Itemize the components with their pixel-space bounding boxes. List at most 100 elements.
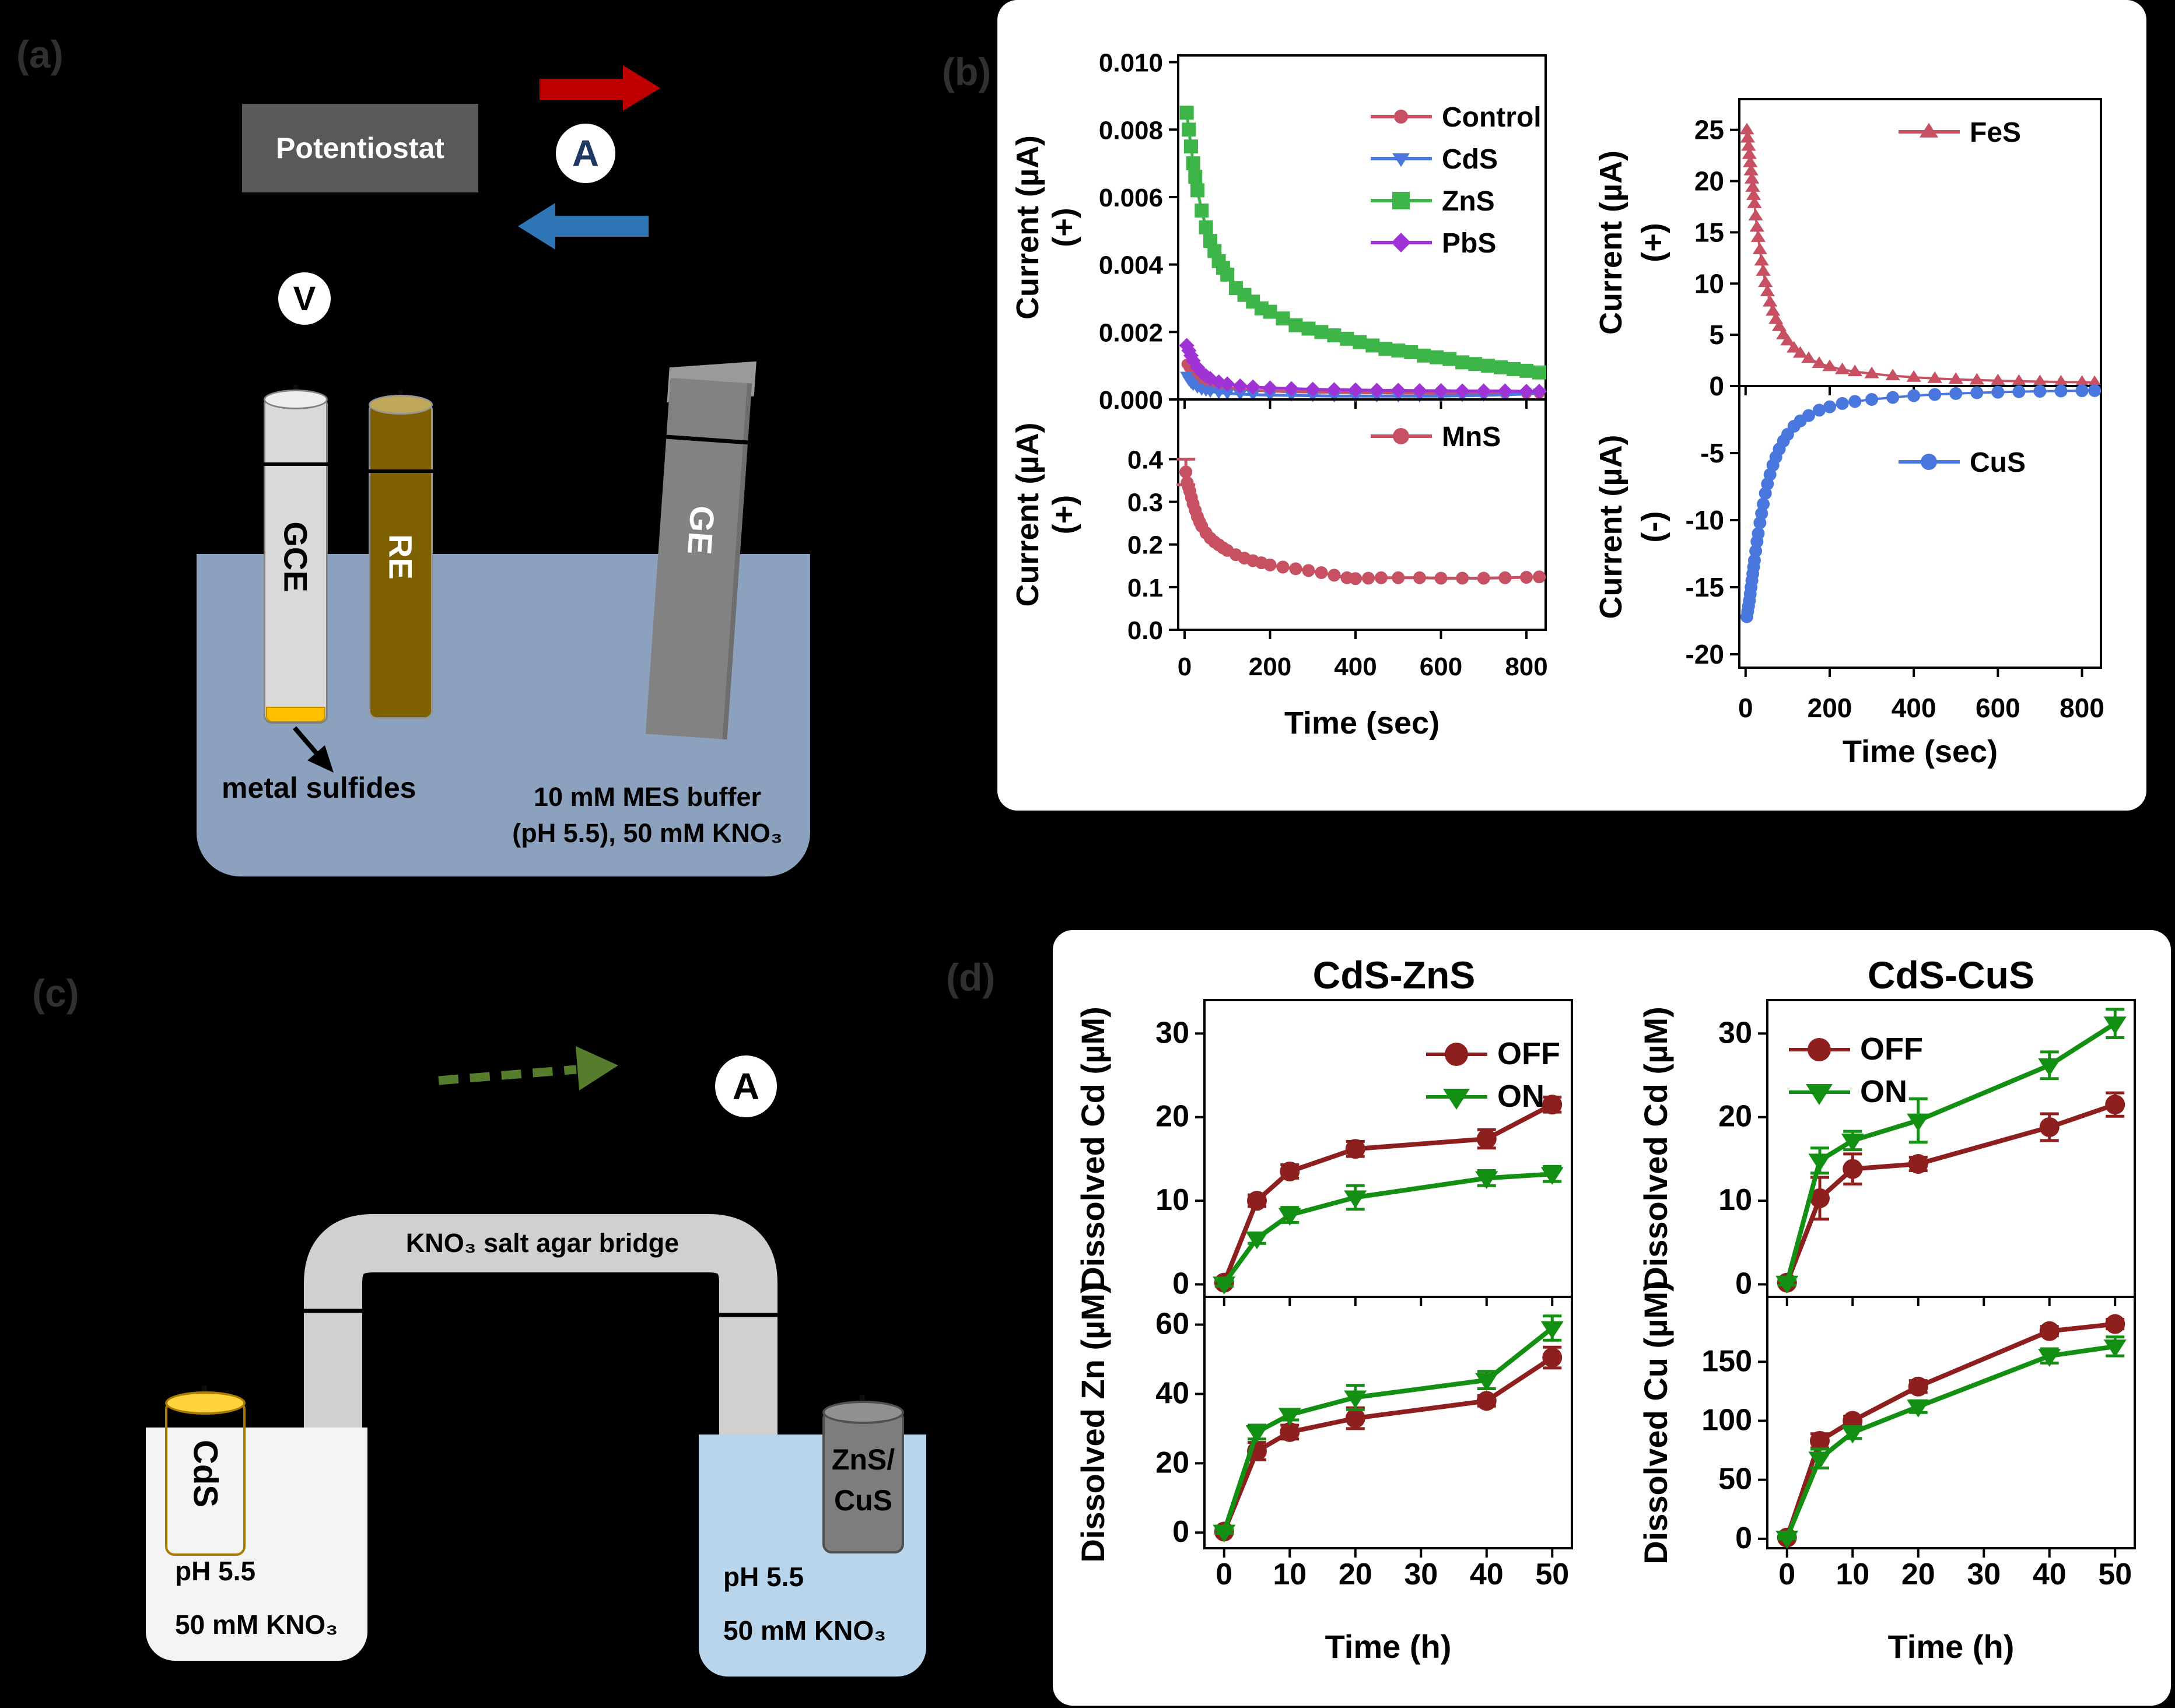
buffer-caption-line1: 10 mM MES buffer xyxy=(533,782,762,812)
cathodic-current-arrow-icon xyxy=(518,203,649,250)
svg-text:200: 200 xyxy=(1808,693,1852,723)
galvanic-ammeter-letter: A xyxy=(732,1065,760,1107)
znscus-label-line1: ZnS/ xyxy=(831,1443,895,1476)
svg-text:(+): (+) xyxy=(1046,208,1081,247)
voltmeter-icon: V xyxy=(278,272,331,325)
galvanic-ammeter-icon: A xyxy=(715,1055,777,1117)
svg-text:30: 30 xyxy=(1967,1558,2001,1591)
salt-bridge-caption: KNO₃ salt agar bridge xyxy=(405,1228,680,1258)
svg-text:-5: -5 xyxy=(1700,438,1724,468)
svg-text:50: 50 xyxy=(1535,1558,1569,1591)
panel-d-label: (d) xyxy=(946,956,996,999)
svg-text:50: 50 xyxy=(2098,1558,2132,1591)
cds-half-cell-beaker xyxy=(146,1428,367,1661)
svg-text:0: 0 xyxy=(1738,693,1753,723)
svg-text:30: 30 xyxy=(1718,1016,1752,1050)
right-beaker-caption: pH 5.5 50 mM KNO₃ xyxy=(723,1550,886,1657)
chart-b-transient-small: 0.000 0.002 0.004 0.006 0.008 0.010 Current (µ… xyxy=(1010,49,1547,415)
svg-text:Dissolved Cu (µM): Dissolved Cu (µM) xyxy=(1637,1281,1674,1565)
svg-text:20: 20 xyxy=(1901,1558,1935,1591)
chart-d-dissolved-cu-cus: 0 10 20 30 40 50 0 50 100 150 Time (h) Dissolved Cu… xyxy=(1637,1281,2136,1665)
svg-text:0: 0 xyxy=(1178,653,1192,681)
svg-text:0: 0 xyxy=(1216,1558,1232,1591)
svg-text:Dissolved Cd (µM): Dissolved Cd (µM) xyxy=(1074,1006,1111,1290)
svg-text:Current (µA): Current (µA) xyxy=(1010,422,1045,606)
gce-electrode: GCE xyxy=(264,385,328,724)
svg-text:600: 600 xyxy=(1976,693,2020,723)
svg-text:30: 30 xyxy=(1155,1016,1189,1050)
chart-b-transient-cus: 0 200 400 600 800 -20 -15 -10 -5 Time (sec) Curren… xyxy=(1593,384,2104,769)
svg-text:-10: -10 xyxy=(1686,505,1724,535)
svg-text:0: 0 xyxy=(1735,1521,1752,1555)
chart-d-dissolved-zn-zns: 0 10 20 30 40 50 0 20 40 60 Time (h) Dissolved Zn (… xyxy=(1074,1282,1573,1665)
svg-text:15: 15 xyxy=(1694,217,1724,247)
svg-text:CdS: CdS xyxy=(1442,144,1498,175)
cds-label: CdS xyxy=(186,1440,225,1507)
znscus-electrode: ZnS/ CuS xyxy=(822,1395,904,1553)
svg-text:20: 20 xyxy=(1155,1446,1189,1479)
svg-text:0.008: 0.008 xyxy=(1099,116,1163,145)
svg-text:60: 60 xyxy=(1155,1307,1189,1341)
buffer-caption: 10 mM MES buffer (pH 5.5), 50 mM KNO₃ xyxy=(496,779,799,851)
svg-text:Time (h): Time (h) xyxy=(1888,1628,2015,1665)
svg-text:PbS: PbS xyxy=(1442,228,1496,259)
svg-text:Time (h): Time (h) xyxy=(1325,1628,1452,1665)
svg-text:Control: Control xyxy=(1442,102,1542,133)
svg-text:0.010: 0.010 xyxy=(1099,49,1163,78)
svg-text:Time (sec): Time (sec) xyxy=(1843,734,1998,769)
svg-text:Dissolved Cd (µM): Dissolved Cd (µM) xyxy=(1637,1006,1674,1290)
ammeter-letter: A xyxy=(572,132,600,174)
chart-d-dissolved-cd-zns: 0 10 20 30 Dissolved Cd (µM) CdS-ZnS OFF ON xyxy=(1074,953,1573,1306)
svg-text:0: 0 xyxy=(1778,1558,1795,1591)
svg-text:150: 150 xyxy=(1701,1344,1752,1378)
reference-electrode: RE xyxy=(369,390,433,719)
svg-text:0.4: 0.4 xyxy=(1127,446,1164,474)
svg-text:ON: ON xyxy=(1497,1079,1544,1114)
salt-bridge-tube xyxy=(304,1214,777,1499)
metal-sulfide-pointer-head xyxy=(307,745,334,773)
electron-flow-dashed-line xyxy=(438,1065,577,1085)
svg-text:(+): (+) xyxy=(1046,495,1081,535)
svg-text:0.0: 0.0 xyxy=(1127,616,1163,645)
svg-text:MnS: MnS xyxy=(1442,422,1501,453)
svg-text:20: 20 xyxy=(1155,1100,1189,1134)
svg-text:10: 10 xyxy=(1155,1183,1189,1217)
cds-electrode: CdS xyxy=(165,1386,246,1556)
potentiostat-label: Potentiostat xyxy=(276,132,444,164)
metal-sulfide-film xyxy=(266,707,325,722)
svg-text:800: 800 xyxy=(2060,693,2104,723)
chart-d-dissolved-cd-cus: 0 10 20 30 Dissolved Cd (µM) CdS-CuS OFF ON xyxy=(1637,953,2136,1306)
svg-text:FeS: FeS xyxy=(1970,117,2021,148)
gce-label: GCE xyxy=(277,521,314,592)
svg-text:ON: ON xyxy=(1860,1074,1907,1109)
svg-text:-20: -20 xyxy=(1686,639,1724,669)
panel-b-current-transients: 0.000 0.002 0.004 0.006 0.008 0.010 Current (µ… xyxy=(997,0,2146,811)
svg-text:10: 10 xyxy=(1718,1183,1752,1217)
metal-sulfides-caption: metal sulfides xyxy=(222,771,416,804)
svg-text:100: 100 xyxy=(1701,1403,1752,1437)
svg-text:Time (sec): Time (sec) xyxy=(1284,706,1440,741)
electron-flow-arrow-head xyxy=(576,1046,618,1090)
chart-b-transient-fes: 0 5 10 15 20 25 Current (µA) (+) FeS xyxy=(1593,98,2102,401)
svg-text:CdS-ZnS: CdS-ZnS xyxy=(1313,953,1476,997)
panel-d-dissolution-charts: 0 10 20 30 Dissolved Cd (µM) CdS-ZnS OFF ON 0 10 2… xyxy=(1053,930,2171,1706)
svg-text:800: 800 xyxy=(1505,653,1547,681)
svg-text:Current (µA): Current (µA) xyxy=(1593,150,1628,335)
svg-text:30: 30 xyxy=(1404,1558,1438,1591)
svg-text:Dissolved Zn (µM): Dissolved Zn (µM) xyxy=(1074,1282,1111,1562)
svg-text:0: 0 xyxy=(1172,1515,1189,1549)
svg-text:20: 20 xyxy=(1718,1100,1752,1134)
svg-text:0.006: 0.006 xyxy=(1099,184,1163,212)
left-beaker-ph: pH 5.5 xyxy=(175,1556,256,1586)
potentiostat-box: Potentiostat xyxy=(242,104,478,192)
ge-label: GE xyxy=(680,504,722,556)
panel-c-label: (c) xyxy=(32,972,79,1015)
svg-text:40: 40 xyxy=(1470,1558,1504,1591)
metal-sulfide-pointer-line xyxy=(292,726,318,755)
svg-text:200: 200 xyxy=(1249,653,1291,681)
svg-text:-15: -15 xyxy=(1686,572,1724,602)
svg-text:ZnS: ZnS xyxy=(1442,186,1495,217)
svg-text:CuS: CuS xyxy=(1970,447,2026,478)
